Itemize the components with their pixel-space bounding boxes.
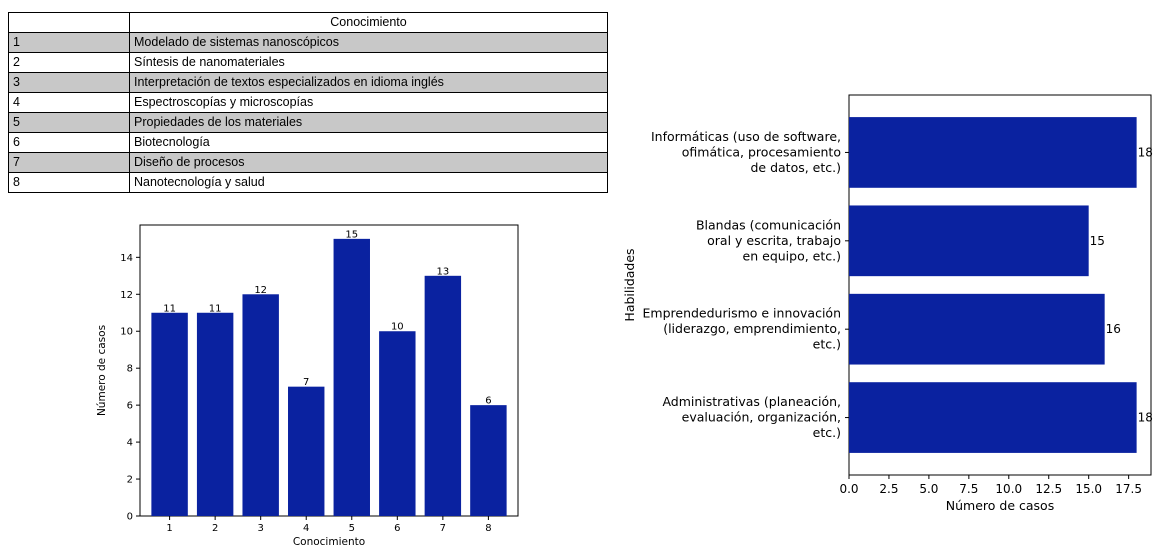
bar: [849, 117, 1137, 188]
table-cell-knowledge: Interpretación de textos especializados …: [129, 72, 608, 93]
x-tick-label: 6: [394, 523, 400, 534]
table-cell-knowledge: Propiedades de los materiales: [129, 112, 608, 133]
bar-value-label: 15: [345, 229, 358, 240]
y-tick-label: etc.): [813, 337, 841, 352]
x-tick-label: 7.5: [959, 482, 978, 496]
bar-value-label: 11: [163, 303, 176, 314]
bar: [470, 405, 507, 516]
table-cell-knowledge: Biotecnología: [129, 132, 608, 153]
bar: [242, 294, 279, 516]
y-tick-label: 6: [127, 401, 133, 412]
x-tick-label: 8: [485, 523, 491, 534]
y-tick-label: Blandas (comunicación: [696, 217, 841, 232]
table-row: 3 Interpretación de textos especializados…: [8, 72, 608, 93]
table-header-label: Conocimiento: [129, 12, 608, 33]
bar: [849, 382, 1137, 453]
x-tick-label: 3: [257, 523, 263, 534]
bar: [333, 238, 370, 516]
y-tick-label: (liderazgo, emprendimiento,: [663, 321, 841, 336]
table-cell-number: 8: [8, 172, 130, 193]
bar-value-label: 12: [254, 285, 267, 296]
table-row: 6 Biotecnología: [8, 132, 608, 153]
y-tick-label: evaluación, organización,: [682, 410, 841, 425]
table-cell-number: 1: [8, 32, 130, 53]
x-axis-label: Conocimiento: [293, 536, 365, 548]
y-tick-label: 12: [120, 290, 133, 301]
bar-value-label: 18: [1138, 411, 1153, 425]
table-cell-number: 7: [8, 152, 130, 173]
y-tick-label: 8: [127, 364, 133, 375]
y-tick-label: 0: [127, 512, 133, 523]
plot-frame: [848, 94, 1152, 476]
table-cell-number: 2: [8, 52, 130, 73]
bar-value-label: 6: [485, 396, 491, 407]
table-cell-knowledge: Modelado de sistemas nanoscópicos: [129, 32, 608, 53]
y-tick-label: Informáticas (uso de software,: [651, 129, 841, 144]
x-tick-label: 1: [166, 523, 172, 534]
y-tick-label: Emprendedurismo e innovación: [643, 306, 842, 321]
table-row: 4 Espectroscopías y microscopías: [8, 92, 608, 113]
y-tick-label: ofimática, procesamiento: [682, 144, 841, 159]
x-tick-label: 4: [303, 523, 309, 534]
table-row: 1 Modelado de sistemas nanoscópicos: [8, 32, 608, 53]
table-cell-number: 6: [8, 132, 130, 153]
x-tick-label: 12.5: [1035, 482, 1062, 496]
y-tick-label: oral y escrita, trabajo: [707, 233, 841, 248]
table-cell-knowledge: Espectroscopías y microscopías: [129, 92, 608, 113]
bar-value-label: 15: [1090, 234, 1105, 248]
y-tick-label: 4: [127, 438, 133, 449]
y-axis-label: Habilidades: [622, 248, 637, 321]
y-tick-label: en equipo, etc.): [743, 248, 841, 263]
table-cell-number: 4: [8, 92, 130, 113]
bar-value-label: 13: [436, 266, 449, 277]
x-tick-label: 7: [440, 523, 446, 534]
x-tick-label: 5.0: [919, 482, 938, 496]
x-tick-label: 2.5: [879, 482, 898, 496]
y-axis-label: Número de casos: [96, 325, 108, 416]
bar: [379, 331, 416, 516]
bar-value-label: 7: [303, 377, 309, 388]
table-header-num: [8, 12, 130, 33]
bar: [151, 312, 188, 516]
x-tick-label: 2: [212, 523, 218, 534]
table-cell-number: 5: [8, 112, 130, 133]
y-tick-label: de datos, etc.): [750, 160, 841, 175]
bar-value-label: 10: [391, 322, 404, 333]
table-cell-knowledge: Síntesis de nanomateriales: [129, 52, 608, 73]
y-tick-label: Administrativas (planeación,: [662, 394, 841, 409]
bar: [196, 312, 234, 516]
table-cell-knowledge: Diseño de procesos: [129, 152, 608, 173]
bar: [849, 205, 1089, 277]
x-axis-label: Número de casos: [946, 498, 1054, 513]
bar-value-label: 11: [209, 303, 222, 314]
table-header-row: Conocimiento: [8, 12, 608, 33]
knowledge-table: Conocimiento 1 Modelado de sistemas nanos…: [8, 12, 608, 193]
horizontal-bar-chart: 18 Informáticas (uso de software,ofimátic…: [622, 94, 1153, 513]
table-cell-knowledge: Nanotecnología y salud: [129, 172, 608, 193]
y-tick-label: 14: [120, 253, 133, 264]
x-tick-label: 15.0: [1075, 482, 1102, 496]
y-tick-label: 2: [127, 475, 133, 486]
y-tick-label: etc.): [813, 425, 841, 440]
x-tick-label: 17.5: [1115, 482, 1142, 496]
table-row: 2 Síntesis de nanomateriales: [8, 52, 608, 73]
table-cell-number: 3: [8, 72, 130, 93]
bar-value-label: 18: [1138, 145, 1153, 159]
plot-frame: [139, 224, 519, 517]
table-row: 8 Nanotecnología y salud: [8, 172, 608, 193]
bar: [288, 386, 325, 516]
table-row: 5 Propiedades de los materiales: [8, 112, 608, 133]
vertical-bar-chart: 111112123741551061376802468101214Conocim…: [96, 224, 519, 548]
table-row: 7 Diseño de procesos: [8, 152, 608, 173]
x-tick-label: 5: [349, 523, 355, 534]
x-tick-label: 0.0: [839, 482, 858, 496]
x-tick-label: 10.0: [995, 482, 1022, 496]
y-tick-label: 10: [120, 327, 133, 338]
bar: [849, 293, 1105, 365]
bar-value-label: 16: [1106, 322, 1121, 336]
bar: [424, 275, 462, 516]
